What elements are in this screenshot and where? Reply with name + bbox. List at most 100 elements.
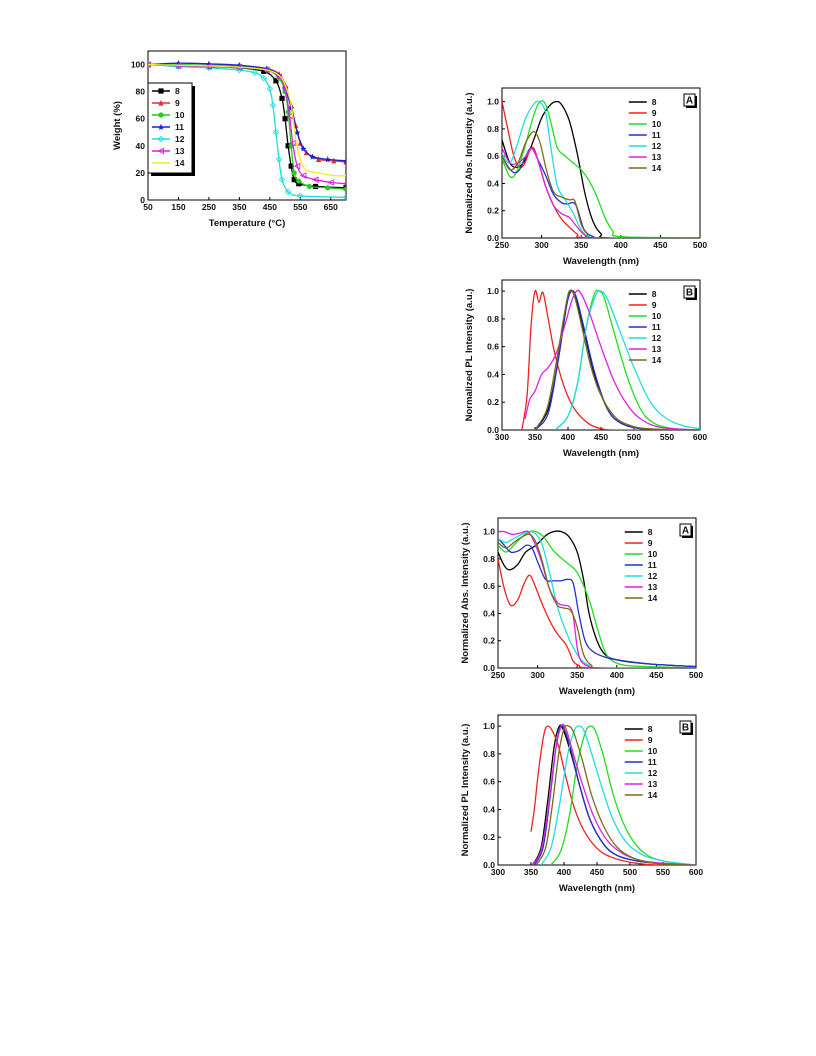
tga-series-14-line: [148, 63, 346, 177]
abs1-x-tick-label: 300: [535, 240, 549, 250]
tga-legend-marker-13: [157, 147, 165, 155]
tga-y-tick-label: 60: [136, 114, 146, 124]
abs1-legend-label-9: 9: [652, 108, 657, 118]
abs1-y-tick-label: 0.4: [487, 178, 499, 188]
abs1-y-tick-label: 0.2: [487, 206, 499, 216]
tga-series-13-point: [289, 139, 296, 147]
pl1-panel-tag-box: [683, 285, 696, 299]
abs1-legend-label-14: 14: [652, 163, 662, 173]
absorption-chart-2: 250 300 350 400 450 500 0.0 0.2 0.4 0.6 0.8 1.0 Wave…: [460, 517, 703, 697]
pl1-plot-frame: [501, 279, 701, 431]
abs1-x-tick-label: 250: [495, 240, 509, 250]
pl2-legend-label-9: 9: [648, 735, 653, 745]
pl2-x-tick-label: 450: [590, 867, 604, 877]
pl2-series-14-line: [535, 724, 696, 865]
abs1-series-group: [502, 100, 700, 238]
pl2-series-12-line: [540, 725, 696, 865]
pl1-x-tick-label: 350: [528, 432, 542, 442]
pl2-y-tick-label: 0.2: [483, 832, 495, 842]
tga-series-group: [148, 59, 346, 200]
tga-y-tick-label: 40: [136, 141, 146, 151]
abs1-legend-label-13: 13: [652, 152, 662, 162]
abs2-legend-label-12: 12: [648, 571, 658, 581]
tga-series-8-point: [273, 78, 279, 84]
abs1-x-tick-label: 450: [653, 240, 667, 250]
pl1-legend-label-9: 9: [652, 300, 657, 310]
tga-series-11-point: [294, 129, 301, 136]
abs1-y-tick-label: 0.6: [487, 151, 499, 161]
tga-series-12-point: [260, 74, 267, 82]
abs2-series-12-line: [498, 530, 696, 668]
tga-legend-marker-10: [158, 112, 164, 118]
pl1-y-tick-label: 0.8: [487, 314, 499, 324]
abs1-legend-label-11: 11: [652, 130, 661, 140]
tga-y-axis-title: Weight (%): [112, 101, 123, 150]
tga-series-13-point: [281, 85, 289, 93]
abs2-x-tick-label: 450: [649, 670, 663, 680]
pl1-x-tick-label: 600: [693, 432, 707, 442]
pl2-legend-label-10: 10: [648, 746, 658, 756]
abs2-panel-tag: A: [682, 526, 689, 537]
tga-series-9-point: [315, 156, 322, 162]
abs2-y-axis-title: Normalized Abs. Intensity (a.u.): [460, 522, 471, 663]
tga-series-10-point: [325, 185, 331, 191]
abs1-x-tick-label: 500: [693, 240, 707, 250]
pl1-x-tick-label: 400: [561, 432, 575, 442]
pl1-series-11-line: [534, 289, 700, 430]
tga-series-8-point: [296, 181, 302, 187]
abs2-series-8-line: [498, 530, 696, 668]
tga-x-tick-label: 650: [324, 202, 338, 212]
abs1-plot-frame: [501, 87, 701, 239]
pl2-series-group: [530, 723, 696, 865]
pl1-y-tick-label: 0.6: [487, 342, 499, 352]
pl2-panel-tag-box: [679, 720, 692, 734]
tga-legend-marker-11: [158, 123, 164, 130]
tga-series-12-point: [251, 69, 258, 76]
pl2-y-tick-label: 0.4: [483, 804, 495, 814]
tga-x-axis-title: Temperature (°C): [209, 218, 285, 229]
pl1-x-tick-label: 550: [660, 432, 674, 442]
tga-series-11-point: [300, 145, 307, 152]
pl2-x-tick-label: 500: [623, 867, 637, 877]
tga-series-12-point: [275, 156, 283, 163]
tga-series-12-point: [272, 129, 280, 136]
abs2-y-tick-label: 0.2: [483, 636, 495, 646]
abs1-y-tick-label: 0.0: [487, 233, 499, 243]
tga-legend-box: [147, 82, 193, 174]
pl1-x-tick-label: 450: [594, 432, 608, 442]
abs2-x-tick-label: 350: [570, 670, 584, 680]
pl2-legend-label-14: 14: [648, 790, 658, 800]
tga-series-13-point: [311, 176, 319, 184]
tga-chart: 50 150 250 350 450 550 650 0 20 40 60 80 100 Temperat…: [112, 50, 347, 229]
abs2-series-10-line: [498, 530, 696, 668]
pl1-y-axis-title: Normalized PL Intensity (a.u.): [464, 289, 475, 422]
tga-series-8-point: [288, 163, 294, 169]
pl2-plot-frame: [497, 714, 697, 866]
tga-series-12-point: [297, 192, 304, 200]
tga-series-12-point: [269, 101, 277, 109]
absorption-chart-1: 250 300 350 400 450 500 0.0 0.2 0.4 0.6 0.8 1.0 Wave…: [464, 87, 707, 267]
tga-series-13-point: [293, 162, 301, 170]
tga-legend-label-13: 13: [175, 146, 185, 156]
pl1-legend-label-11: 11: [652, 322, 661, 332]
abs2-series-13-line: [498, 530, 696, 668]
pl2-x-tick-label: 550: [656, 867, 670, 877]
abs1-panel-tag: A: [686, 96, 693, 107]
tga-legend-label-11: 11: [175, 122, 184, 132]
abs2-legend-label-10: 10: [648, 549, 658, 559]
tga-x-tick-label: 550: [293, 202, 307, 212]
pl1-x-tick-label: 300: [495, 432, 509, 442]
abs1-y-tick-label: 1.0: [487, 97, 499, 107]
tga-legend-marker-9: [158, 99, 164, 106]
abs2-panel-tag-box: [679, 523, 692, 537]
tga-legend-label-10: 10: [175, 110, 185, 120]
pl-chart-2: 300 350 400 450 500 550 600 0.0 0.2 0.4 0.6 0.8 1.0 W…: [460, 714, 703, 894]
pl2-x-tick-label: 300: [491, 867, 505, 877]
pl2-x-tick-label: 400: [557, 867, 571, 877]
tga-y-tick-label: 80: [136, 87, 146, 97]
tga-series-12-point: [284, 188, 292, 196]
abs2-y-tick-label: 0.8: [483, 554, 495, 564]
abs2-y-tick-label: 0.0: [483, 663, 495, 673]
